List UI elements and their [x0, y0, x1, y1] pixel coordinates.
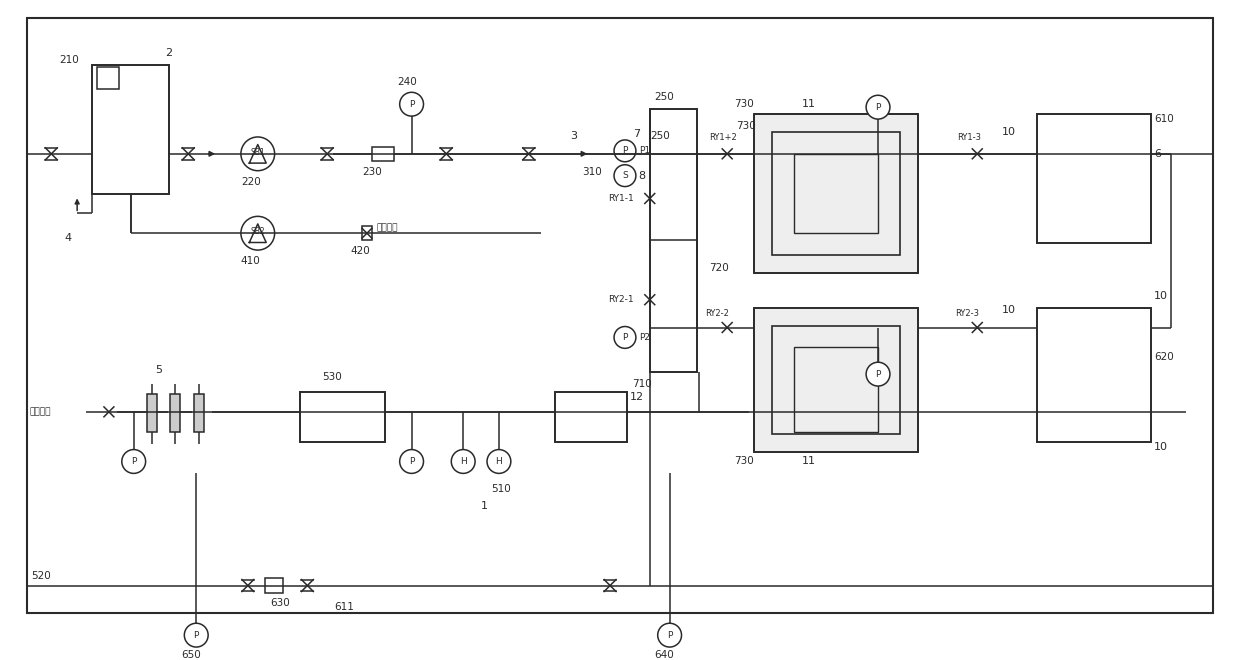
Text: 640: 640 [655, 650, 675, 660]
Circle shape [241, 137, 274, 171]
Circle shape [487, 449, 511, 473]
Text: 11: 11 [801, 99, 816, 109]
Text: P1: P1 [639, 147, 650, 155]
Circle shape [614, 165, 636, 187]
Bar [264, 578, 283, 593]
Bar [300, 392, 384, 442]
Circle shape [614, 327, 636, 348]
Text: P: P [193, 631, 198, 640]
Bar [556, 392, 627, 442]
Text: RY2-2: RY2-2 [706, 309, 729, 318]
Text: 7: 7 [632, 129, 640, 139]
Bar [92, 65, 170, 193]
Text: P: P [875, 370, 880, 379]
Text: 240: 240 [398, 77, 418, 87]
Text: RY2-3: RY2-3 [956, 309, 980, 318]
Text: 接补液口: 接补液口 [377, 224, 398, 233]
Text: 250: 250 [655, 92, 675, 102]
Text: 610: 610 [1154, 114, 1174, 124]
Text: 730: 730 [734, 99, 754, 109]
Text: SB2: SB2 [250, 227, 265, 236]
Text: P: P [409, 457, 414, 466]
Text: P: P [875, 103, 880, 112]
Text: 10: 10 [1002, 305, 1016, 315]
Bar [170, 394, 180, 432]
Text: H: H [460, 457, 466, 466]
Bar [794, 154, 878, 233]
Text: P2: P2 [639, 333, 650, 342]
Text: RY1-1: RY1-1 [608, 194, 634, 203]
Bar [195, 394, 205, 432]
Text: 510: 510 [491, 484, 511, 494]
Text: P: P [667, 631, 672, 640]
Text: 210: 210 [60, 55, 79, 65]
Text: 2: 2 [165, 48, 172, 57]
Text: 720: 720 [709, 263, 729, 273]
Text: 5: 5 [155, 365, 162, 375]
Text: 8: 8 [637, 171, 645, 181]
Bar [754, 308, 918, 451]
Text: SB1: SB1 [250, 148, 265, 156]
Text: 1: 1 [481, 501, 489, 511]
Circle shape [241, 216, 274, 250]
Text: 10: 10 [1154, 442, 1168, 451]
Text: RY1-3: RY1-3 [957, 133, 981, 143]
Text: RY2-1: RY2-1 [608, 295, 634, 304]
Text: 11: 11 [801, 457, 816, 467]
Bar [754, 114, 918, 273]
Text: P: P [409, 100, 414, 109]
Text: 4: 4 [64, 233, 72, 243]
Bar [146, 394, 156, 432]
Bar [771, 132, 900, 255]
Text: 10: 10 [1002, 127, 1016, 137]
Circle shape [399, 92, 424, 116]
Circle shape [614, 140, 636, 162]
Bar [771, 325, 900, 434]
Text: H: H [496, 457, 502, 466]
Text: 230: 230 [362, 167, 382, 177]
Text: 630: 630 [270, 599, 290, 609]
Text: 12: 12 [630, 392, 644, 402]
Text: 530: 530 [322, 372, 342, 382]
Circle shape [399, 449, 424, 473]
Text: 6: 6 [1154, 148, 1161, 159]
Text: 420: 420 [350, 246, 370, 256]
Text: 620: 620 [1154, 352, 1174, 362]
Circle shape [122, 449, 145, 473]
Bar [97, 67, 119, 89]
Text: 410: 410 [241, 256, 260, 266]
Text: 310: 310 [583, 167, 603, 177]
Bar [794, 347, 878, 432]
Text: S: S [622, 171, 627, 180]
Circle shape [451, 449, 475, 473]
Bar [650, 109, 697, 372]
Circle shape [866, 95, 890, 119]
Text: 730: 730 [737, 121, 756, 131]
Text: P: P [622, 333, 627, 342]
Text: 730: 730 [734, 457, 754, 467]
Text: RY1+2: RY1+2 [709, 133, 737, 143]
Circle shape [657, 623, 682, 647]
Text: 520: 520 [31, 571, 51, 581]
Text: 10: 10 [1154, 291, 1168, 301]
Text: 氮气进口: 氮气进口 [30, 407, 51, 416]
Bar [1037, 308, 1151, 442]
Text: 250: 250 [650, 131, 670, 141]
Text: P: P [622, 147, 627, 155]
Text: 650: 650 [181, 650, 201, 660]
Text: 611: 611 [335, 603, 355, 612]
Text: P: P [131, 457, 136, 466]
Bar [1037, 114, 1151, 243]
Text: 710: 710 [632, 379, 652, 389]
Circle shape [866, 362, 890, 386]
Text: 3: 3 [570, 131, 578, 141]
Text: 220: 220 [241, 177, 260, 187]
Circle shape [185, 623, 208, 647]
Bar [372, 147, 394, 161]
Bar [362, 226, 372, 240]
